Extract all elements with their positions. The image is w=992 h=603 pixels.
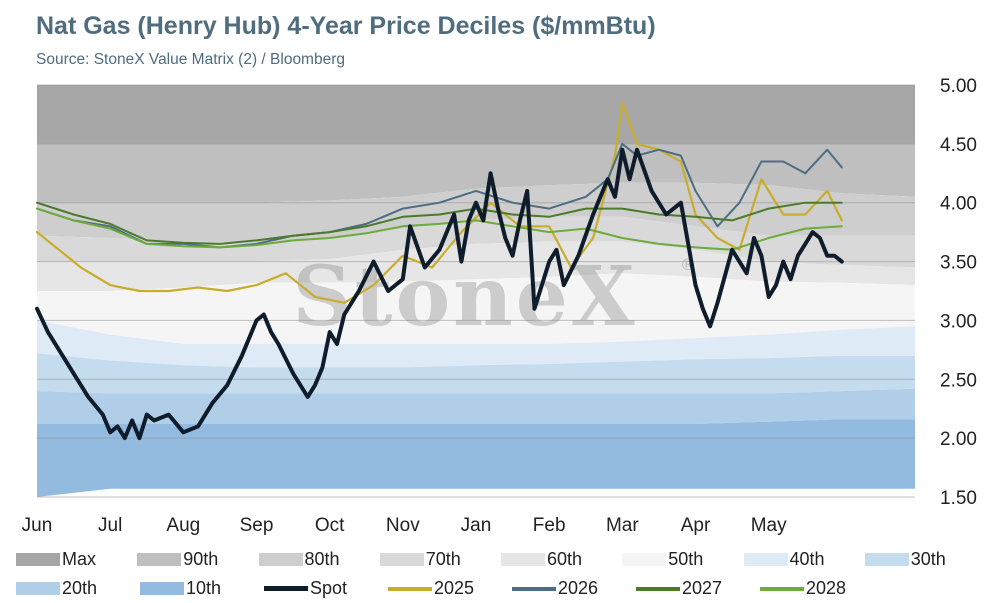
y-tick-label: 4.00 — [940, 194, 977, 215]
x-tick-label: Mar — [606, 515, 639, 536]
legend-item-80th: 80th — [258, 549, 380, 570]
legend-label: 40th — [789, 549, 825, 569]
band-20th — [37, 388, 915, 424]
band-40th — [37, 320, 915, 368]
x-tick-label: Nov — [386, 515, 420, 536]
chart-subtitle: Source: StoneX Value Matrix (2) / Bloomb… — [36, 51, 345, 68]
band-10th — [37, 419, 915, 497]
legend-swatch — [258, 553, 303, 566]
legend-item-2028: 2028 — [760, 578, 884, 599]
legend-swatch — [512, 586, 556, 591]
legend-label: 80th — [304, 549, 340, 569]
legend-item-50th: 50th — [622, 549, 743, 570]
legend-label: 50th — [668, 549, 704, 569]
legend-item-max: Max — [16, 549, 137, 570]
band-80th — [37, 182, 915, 243]
legend-swatch — [636, 586, 680, 591]
legend-item-2026: 2026 — [512, 578, 636, 599]
band-30th — [37, 353, 915, 394]
x-tick-label: May — [751, 515, 787, 536]
legend-item-90th: 90th — [137, 549, 258, 570]
series-line-2028 — [36, 207, 843, 251]
legend-row: 20th 10th Spot 2025 2026 2027 2028 — [16, 574, 986, 603]
legend-label: 2025 — [434, 578, 475, 598]
legend-label: 30th — [910, 549, 946, 569]
price-series — [35, 101, 844, 441]
legend-swatch — [264, 586, 308, 591]
y-tick-label: 1.50 — [940, 488, 977, 509]
band-max — [37, 85, 915, 144]
chart-title: Nat Gas (Henry Hub) 4-Year Price Deciles… — [36, 12, 656, 40]
legend-swatch — [16, 582, 60, 595]
legend-swatch — [379, 553, 424, 566]
series-line-2025 — [35, 101, 843, 304]
x-tick-label: Jun — [22, 515, 53, 536]
x-tick-label: Oct — [315, 515, 345, 536]
watermark-text: StoneX — [292, 249, 637, 345]
x-tick-label: Feb — [533, 515, 566, 536]
band-70th — [37, 216, 915, 268]
x-tick-label: Sep — [240, 515, 274, 536]
legend-swatch — [743, 553, 788, 566]
legend-swatch — [622, 553, 667, 566]
y-tick-label: 3.00 — [940, 311, 977, 332]
legend-swatch — [501, 553, 545, 566]
legend-label: 60th — [547, 549, 583, 569]
legend-row: Max 90th 80th 70th 60th 50th 40th 30th — [16, 545, 986, 574]
legend-item-40th: 40th — [743, 549, 865, 570]
legend-swatch — [16, 553, 60, 566]
legend: Max 90th 80th 70th 60th 50th 40th 30th 20th 10th… — [16, 545, 986, 603]
decile-bands — [37, 85, 915, 497]
legend-label: 70th — [425, 549, 461, 569]
x-tick-label: Jan — [461, 515, 492, 536]
x-tick-label: Apr — [681, 515, 711, 536]
legend-item-30th: 30th — [864, 549, 986, 570]
legend-item-60th: 60th — [501, 549, 622, 570]
series-line-2027 — [36, 201, 843, 245]
y-tick-label: 2.50 — [940, 370, 977, 391]
legend-label: 10th — [186, 578, 222, 598]
legend-swatch — [864, 553, 909, 566]
watermark-logo: StoneX ® — [292, 249, 696, 345]
legend-item-spot: Spot — [264, 578, 388, 599]
y-tick-label: 5.00 — [940, 76, 977, 97]
legend-label: Max — [62, 549, 97, 569]
x-tick-label: Jul — [98, 515, 122, 536]
legend-item-20th: 20th — [16, 578, 140, 599]
legend-label: 2027 — [682, 578, 723, 598]
legend-label: 20th — [62, 578, 98, 598]
legend-label: 90th — [183, 549, 219, 569]
legend-item-10th: 10th — [140, 578, 264, 599]
legend-item-2027: 2027 — [636, 578, 760, 599]
axes: 1.50 2.00 2.50 3.00 3.50 4.00 4.50 5.00 Jun Jul Au… — [22, 76, 977, 536]
legend-swatch — [140, 582, 184, 595]
price-deciles-chart: StoneX ® 1.50 2.00 2.50 3.00 3.50 4.00 4.50 5.0… — [22, 76, 977, 536]
legend-swatch — [137, 553, 182, 566]
legend-label: 2028 — [806, 578, 847, 598]
y-tick-label: 2.00 — [940, 429, 977, 450]
series-line-spot — [35, 147, 844, 441]
y-tick-label: 4.50 — [940, 135, 977, 156]
band-60th — [37, 241, 915, 291]
legend-label: Spot — [310, 578, 348, 598]
legend-label: 2026 — [558, 578, 599, 598]
y-tick-label: 3.50 — [940, 253, 977, 274]
legend-swatch — [760, 586, 804, 591]
x-tick-label: Aug — [166, 515, 200, 536]
legend-item-2025: 2025 — [388, 578, 512, 599]
legend-swatch — [388, 586, 432, 591]
legend-item-70th: 70th — [379, 549, 501, 570]
band-90th — [37, 143, 915, 203]
